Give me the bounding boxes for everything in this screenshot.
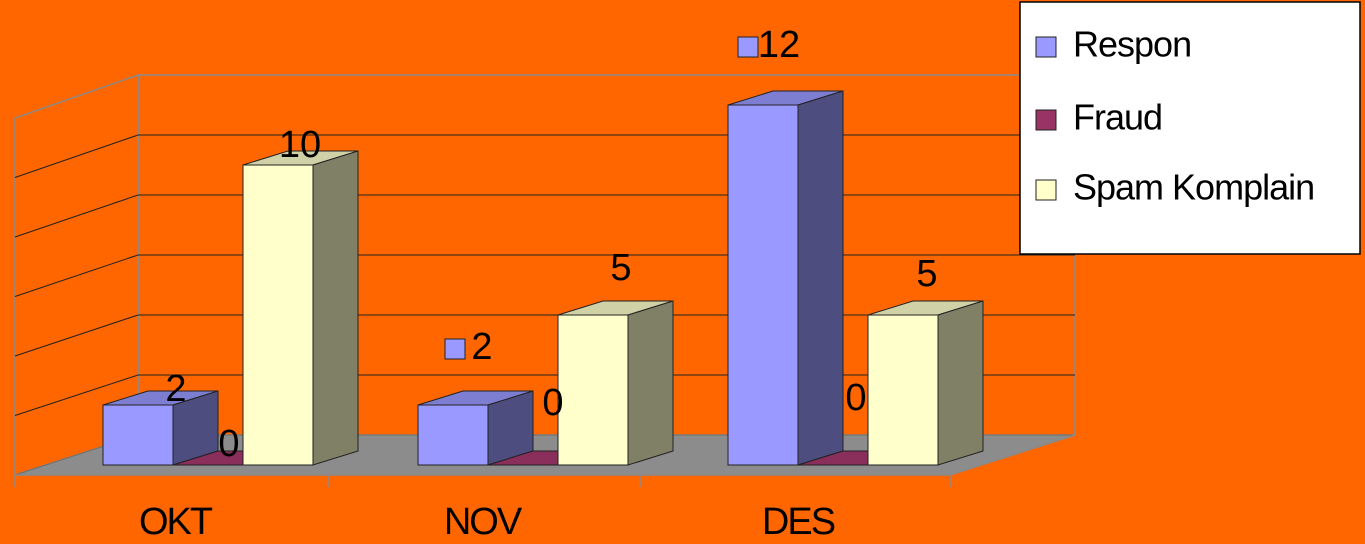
gridline-side [14, 134, 139, 178]
legend-swatch [1035, 109, 1057, 131]
x-tick-label: DES [762, 501, 835, 539]
bar-front-face [557, 314, 629, 466]
bar-spam-komplain-nov [557, 300, 674, 466]
data-label-key [737, 36, 759, 58]
data-label: 0 [845, 377, 866, 419]
bar-respon-nov [417, 390, 534, 466]
legend-label: Fraud [1073, 97, 1162, 138]
bar-spam-komplain-okt [242, 150, 359, 466]
data-label: 5 [916, 253, 937, 295]
bar-front-face [242, 164, 314, 466]
bar-front-face [102, 404, 174, 466]
data-label: 0 [542, 382, 563, 424]
gridline-side [14, 374, 139, 416]
bar-front-face [727, 104, 799, 466]
gridline-side [14, 254, 139, 297]
data-label: 12 [758, 24, 800, 66]
legend: Respon Fraud Spam Komplain [1019, 1, 1361, 255]
data-label-key [444, 338, 466, 360]
legend-swatch [1035, 179, 1057, 201]
legend-box [1019, 1, 1361, 255]
bar-side-face [797, 90, 844, 466]
legend-swatch [1035, 36, 1057, 58]
gridline-side [14, 194, 139, 238]
data-label: 5 [610, 247, 631, 289]
legend-label: Respon [1073, 24, 1191, 65]
bars [102, 90, 984, 466]
bar-front-face [417, 404, 489, 466]
bar-side-face [312, 150, 359, 466]
bar-respon-okt [102, 390, 219, 466]
bar-side-face [627, 300, 674, 466]
data-label: 2 [165, 368, 186, 410]
data-label: 2 [471, 326, 492, 368]
bar-front-face [867, 314, 939, 466]
data-label: 10 [279, 124, 321, 166]
gridline-side [14, 314, 139, 357]
x-tick-label: OKT [139, 501, 213, 539]
bar-spam-komplain-des [867, 300, 984, 466]
bar-side-face [937, 300, 984, 466]
x-tick-label: NOV [444, 501, 523, 539]
x-axis: OKT NOV DES [14, 434, 1076, 543]
x-axis-edge [949, 434, 1076, 476]
legend-label: Spam Komplain [1073, 167, 1314, 208]
data-label: 0 [218, 423, 239, 465]
bar-respon-des [727, 90, 844, 466]
